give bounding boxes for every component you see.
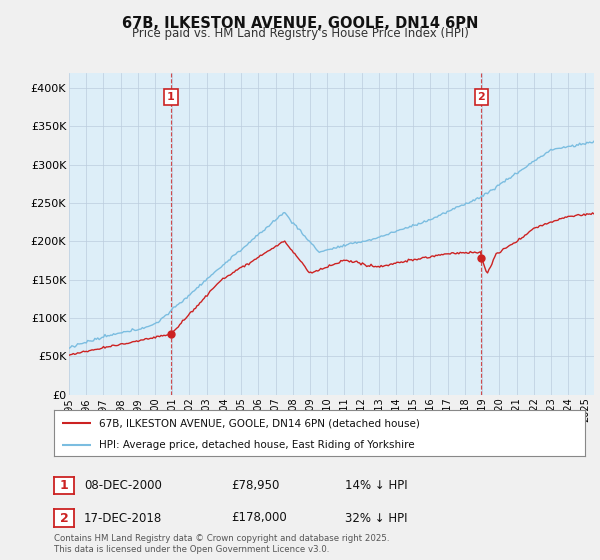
Text: 2: 2 — [478, 92, 485, 102]
Text: £178,000: £178,000 — [231, 511, 287, 525]
Text: 67B, ILKESTON AVENUE, GOOLE, DN14 6PN: 67B, ILKESTON AVENUE, GOOLE, DN14 6PN — [122, 16, 478, 31]
Text: HPI: Average price, detached house, East Riding of Yorkshire: HPI: Average price, detached house, East… — [99, 440, 415, 450]
Text: 14% ↓ HPI: 14% ↓ HPI — [345, 479, 407, 492]
Text: 08-DEC-2000: 08-DEC-2000 — [84, 479, 162, 492]
Text: 32% ↓ HPI: 32% ↓ HPI — [345, 511, 407, 525]
Text: £78,950: £78,950 — [231, 479, 280, 492]
Text: 17-DEC-2018: 17-DEC-2018 — [84, 511, 162, 525]
Text: Contains HM Land Registry data © Crown copyright and database right 2025.
This d: Contains HM Land Registry data © Crown c… — [54, 534, 389, 554]
Text: 1: 1 — [167, 92, 175, 102]
Text: 1: 1 — [59, 479, 68, 492]
Text: 67B, ILKESTON AVENUE, GOOLE, DN14 6PN (detached house): 67B, ILKESTON AVENUE, GOOLE, DN14 6PN (d… — [99, 418, 420, 428]
Text: Price paid vs. HM Land Registry's House Price Index (HPI): Price paid vs. HM Land Registry's House … — [131, 27, 469, 40]
Text: 2: 2 — [59, 511, 68, 525]
